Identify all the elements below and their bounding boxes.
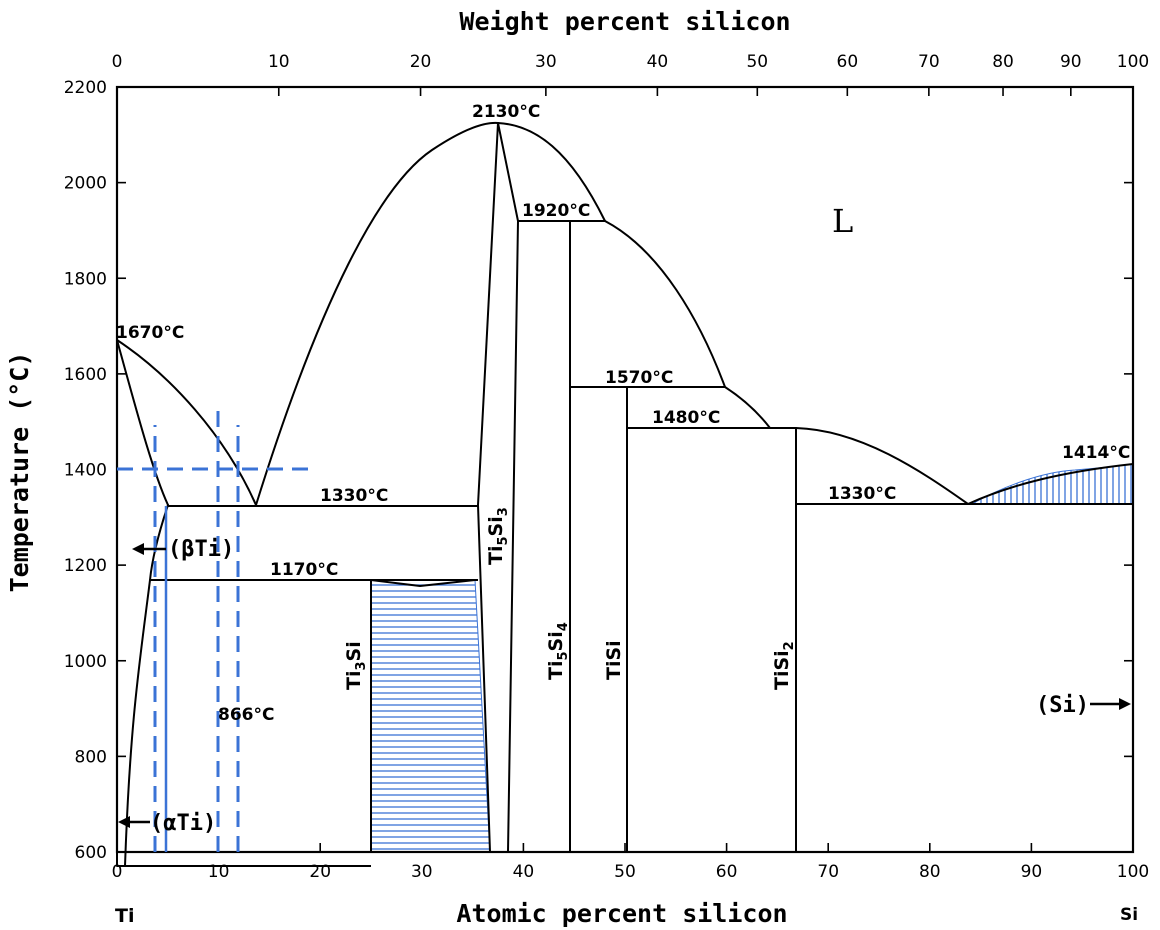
phase-labels: (βTi) (αTi) (Si) [118,537,1131,836]
si-phase-label: (Si) [1036,693,1089,718]
y-tick-label-0: 600 [75,843,107,863]
si-side-hatched-region [970,463,1134,505]
top-tick-label-7: 70 [918,52,940,72]
alpha-ti-label: (αTi) [150,811,216,836]
ti5si4-label: Ti5Si4 [545,622,571,680]
alpha-ti-arrowhead [118,816,130,828]
bottom-tick-label-7: 70 [817,862,839,882]
beta-ti-solidus [116,339,169,506]
ti3si-label: Ti3Si [343,641,369,690]
top-axis-title: Weight percent silicon [459,7,790,36]
bottom-axis-ticks: 0 10 20 30 40 50 60 70 80 90 100 [112,843,1149,882]
y-axis-title: Temperature (°C) [5,352,34,593]
temperature-annotations: 1670°C 2130°C 1920°C 1570°C 1480°C 1414°… [116,102,1130,725]
tisi-label: TiSi [603,640,625,680]
label-1480: 1480°C [652,408,720,428]
bottom-tick-label-0: 0 [112,862,123,882]
y-tick-label-2: 1000 [64,652,107,672]
y-tick-label-3: 1200 [64,556,107,576]
liquid-label: L [832,202,853,240]
ti5si3-label: Ti5Si3 [485,507,511,565]
compound-labels: Ti3Si Ti5Si3 Ti5Si4 TiSi TiSi2 [343,507,797,690]
top-tick-label-1: 10 [268,52,290,72]
top-tick-label-3: 30 [535,52,557,72]
bottom-tick-label-6: 60 [716,862,738,882]
top-tick-label-0: 0 [112,52,123,72]
label-1170: 1170°C [270,560,338,580]
bottom-tick-label-4: 40 [513,862,535,882]
tisi-liquidus [724,386,771,429]
label-866: 866°C [218,705,274,725]
compound-lines [370,221,797,852]
y-tick-label-7: 2000 [64,174,107,194]
top-tick-label-9: 90 [1060,52,1082,72]
y-tick-label-1: 800 [75,747,107,767]
label-1414: 1414°C [1062,443,1130,463]
y-tick-label-5: 1600 [64,365,107,385]
si-arrowhead [1119,698,1131,710]
y-tick-label-8: 2200 [64,78,107,98]
si-liquidus [967,463,1134,505]
label-1670: 1670°C [116,323,184,343]
ti5si4-liquidus [604,220,726,388]
y-tick-label-6: 1800 [64,269,107,289]
invariant-lines [125,220,1133,867]
beta-ti-arrowhead [132,543,144,555]
top-tick-label-4: 40 [647,52,669,72]
bottom-tick-label-9: 90 [1021,862,1043,882]
y-axis-ticks: 600 800 1000 1200 1400 1600 1800 2000 2200 [64,78,1133,863]
label-1330-left: 1330°C [320,486,388,506]
top-tick-label-6: 60 [837,52,859,72]
y-tick-label-4: 1400 [64,461,107,481]
top-tick-label-10: 100 [1117,52,1149,72]
ti5si3-liquidus-right [497,122,606,222]
top-tick-label-8: 80 [992,52,1014,72]
bottom-axis-title: Atomic percent silicon [456,899,787,928]
phase-boundary-curves [116,121,1134,867]
ti3si-hatched-region [370,579,491,853]
label-2130: 2130°C [472,102,540,122]
label-1330-right: 1330°C [828,484,896,504]
top-tick-label-2: 20 [410,52,432,72]
beta-ti-liquidus [116,339,257,506]
si-end-label: Si [1120,905,1138,925]
label-1570: 1570°C [605,368,673,388]
alpha-beta-boundary [124,579,151,867]
alpha-ti-solvus [116,715,126,867]
bottom-tick-label-5: 50 [614,862,636,882]
top-tick-label-5: 50 [746,52,768,72]
bottom-tick-label-8: 80 [919,862,941,882]
blue-guide-lines [117,402,315,852]
bottom-tick-label-3: 30 [411,862,433,882]
top-axis-ticks: 0 10 20 30 40 50 60 70 80 90 100 [112,52,1149,96]
tisi2-liquidus-right [795,427,969,505]
tisi2-label: TiSi2 [771,641,797,690]
ti5si3-right-boundary [497,122,519,853]
ti3si-ledge [370,579,476,587]
label-1920: 1920°C [522,201,590,221]
beta-ti-label: (βTi) [168,537,234,562]
bottom-tick-label-10: 100 [1117,862,1149,882]
ti5si3-liquidus-left [255,121,499,506]
ti-end-label: Ti [115,905,134,927]
